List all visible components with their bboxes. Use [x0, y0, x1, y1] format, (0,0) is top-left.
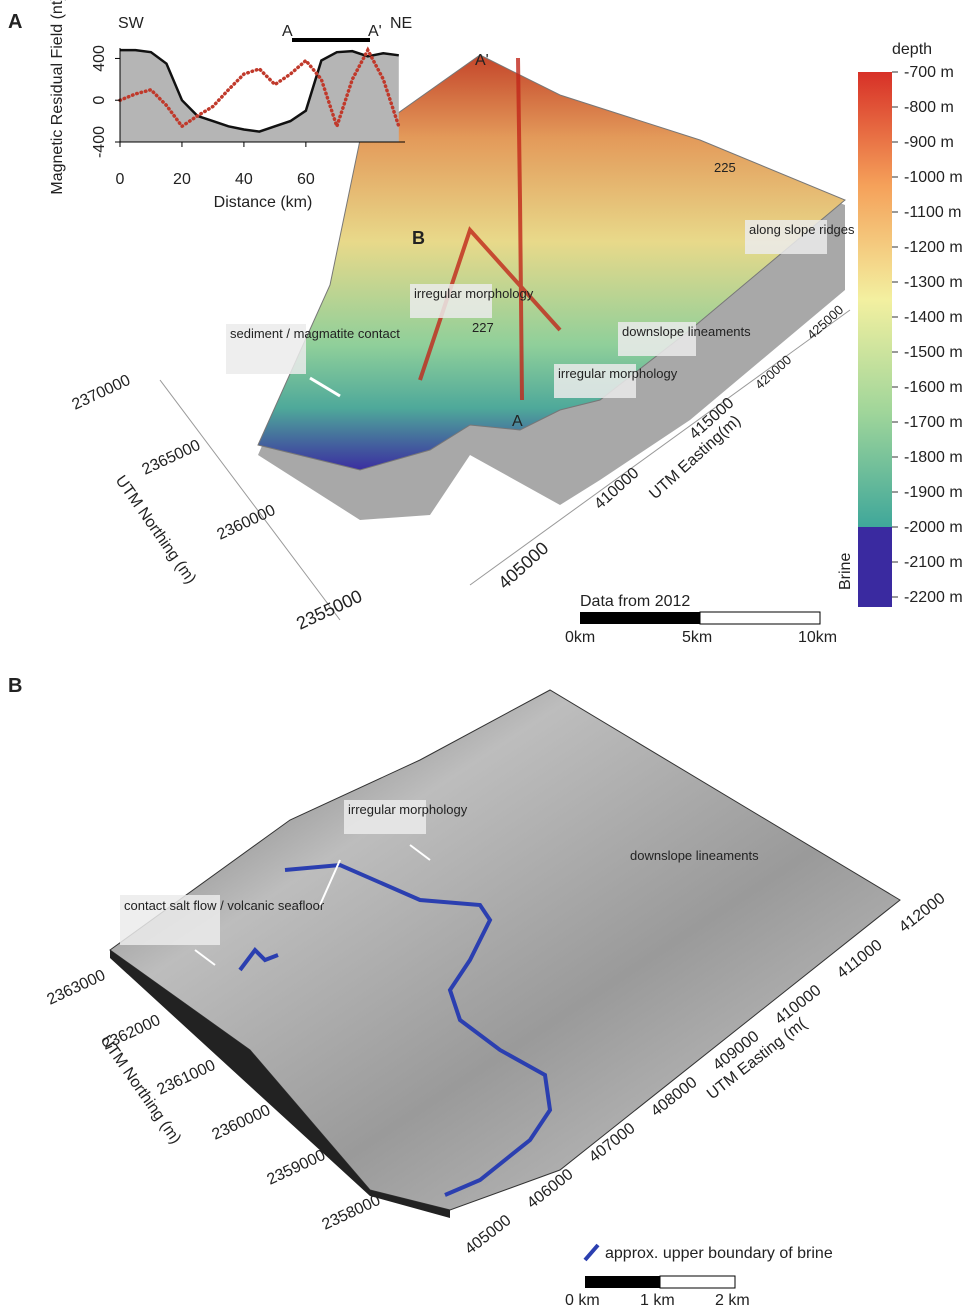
colorbar-ticks: -700 m -800 m -900 m -1000 m -1100 m -1200 m -…	[892, 64, 963, 606]
tick-label: 2358000	[320, 1192, 384, 1234]
x-tick-label: 0	[116, 171, 125, 188]
colorbar-tick-label: -900 m	[904, 134, 954, 151]
y-tick-label: 0	[91, 96, 108, 105]
colorbar-tick-label: -1400 m	[904, 309, 963, 326]
colorbar-tick-label: -1000 m	[904, 169, 963, 186]
y-tick-label: 400	[91, 45, 108, 72]
scale-label: 0km	[565, 629, 595, 646]
colorbar-tick-label: -1700 m	[904, 414, 963, 431]
profile-fill	[120, 50, 399, 142]
annotation: irregular morphology	[414, 286, 534, 301]
colorbar-tick-label: -2200 m	[904, 589, 963, 606]
colorbar-tick-label: -800 m	[904, 99, 954, 116]
x-tick-label: 60	[297, 171, 315, 188]
scale-bar	[580, 612, 700, 624]
tick-label: 2355000	[293, 586, 365, 634]
profile-label: NE	[390, 15, 412, 32]
colorbar-tick-label: -2100 m	[904, 554, 963, 571]
page: {"chart_data": {"type": "line", "x": [0,…	[0, 0, 976, 1309]
colorbar-tick-label: -1200 m	[904, 239, 963, 256]
annotation: B	[412, 228, 425, 248]
tick-label: 2365000	[140, 437, 204, 479]
legend-swatch	[585, 1245, 598, 1260]
panel-label: A	[8, 11, 22, 33]
legend-label: approx. upper boundary of brine	[605, 1245, 833, 1262]
colorbar-title: depth	[892, 41, 932, 58]
annotation: along slope ridges	[749, 222, 855, 237]
scale-label: 1 km	[640, 1292, 675, 1309]
y-axis-label: Magnetic Residual Field (nt)	[49, 0, 66, 195]
annotation: 227	[472, 320, 494, 335]
annotation: A	[512, 413, 523, 430]
annotation: irregular morphology	[558, 366, 678, 381]
tick-label: 405000	[462, 1212, 515, 1258]
profile-label: A	[282, 23, 293, 40]
colorbar-tick-label: -1100 m	[904, 204, 962, 221]
tick-label: 2360000	[210, 1102, 274, 1144]
axis-label: UTM Northing (m)	[112, 473, 199, 588]
panel-label: B	[8, 675, 22, 697]
annotation: irregular morphology	[348, 802, 468, 817]
profile-label: A'	[368, 23, 382, 40]
scale-label: 5km	[682, 629, 712, 646]
colorbar-tick-label: -1800 m	[904, 449, 963, 466]
annotation: A'	[475, 52, 489, 69]
scale-label: 2 km	[715, 1292, 750, 1309]
annotation: downslope lineaments	[622, 324, 751, 339]
colorbar-tick-label: -700 m	[904, 64, 954, 81]
tick-label: 2360000	[215, 502, 279, 544]
tick-label: 2370000	[70, 372, 134, 414]
scale-bar	[660, 1276, 735, 1288]
colorbar-brine	[858, 527, 892, 607]
colorbar-tick-label: -2000 m	[904, 519, 963, 536]
profile-label: SW	[118, 15, 145, 32]
colorbar-tick-label: -1900 m	[904, 484, 963, 501]
figure: A A' B 225 along slope ridges irregular …	[0, 0, 976, 1309]
colorbar-tick-label: -1500 m	[904, 344, 963, 361]
annotation: contact salt flow / volcanic seafloor	[124, 898, 325, 913]
y-tick-label: -400	[91, 126, 108, 158]
scale-bar	[585, 1276, 660, 1288]
tick-label: 412000	[896, 890, 949, 936]
scale-title: Data from 2012	[580, 593, 690, 610]
x-tick-label: 20	[173, 171, 191, 188]
annotation: 225	[714, 160, 736, 175]
colorbar-tick-label: -1300 m	[904, 274, 963, 291]
tick-label: 2359000	[265, 1147, 329, 1189]
tick-label: 2363000	[45, 967, 109, 1009]
scale-bar	[700, 612, 820, 624]
scale-label: 0 km	[565, 1292, 600, 1309]
tick-label: 2361000	[155, 1057, 219, 1099]
x-axis-label: Distance (km)	[214, 194, 313, 211]
colorbar-label: Brine	[837, 553, 854, 590]
annotation: sediment / magmatite contact	[230, 326, 400, 341]
colorbar	[858, 72, 892, 527]
annotation: downslope lineaments	[630, 848, 759, 863]
colorbar-tick-label: -1600 m	[904, 379, 963, 396]
scale-label: 10km	[798, 629, 837, 646]
x-tick-label: 40	[235, 171, 253, 188]
